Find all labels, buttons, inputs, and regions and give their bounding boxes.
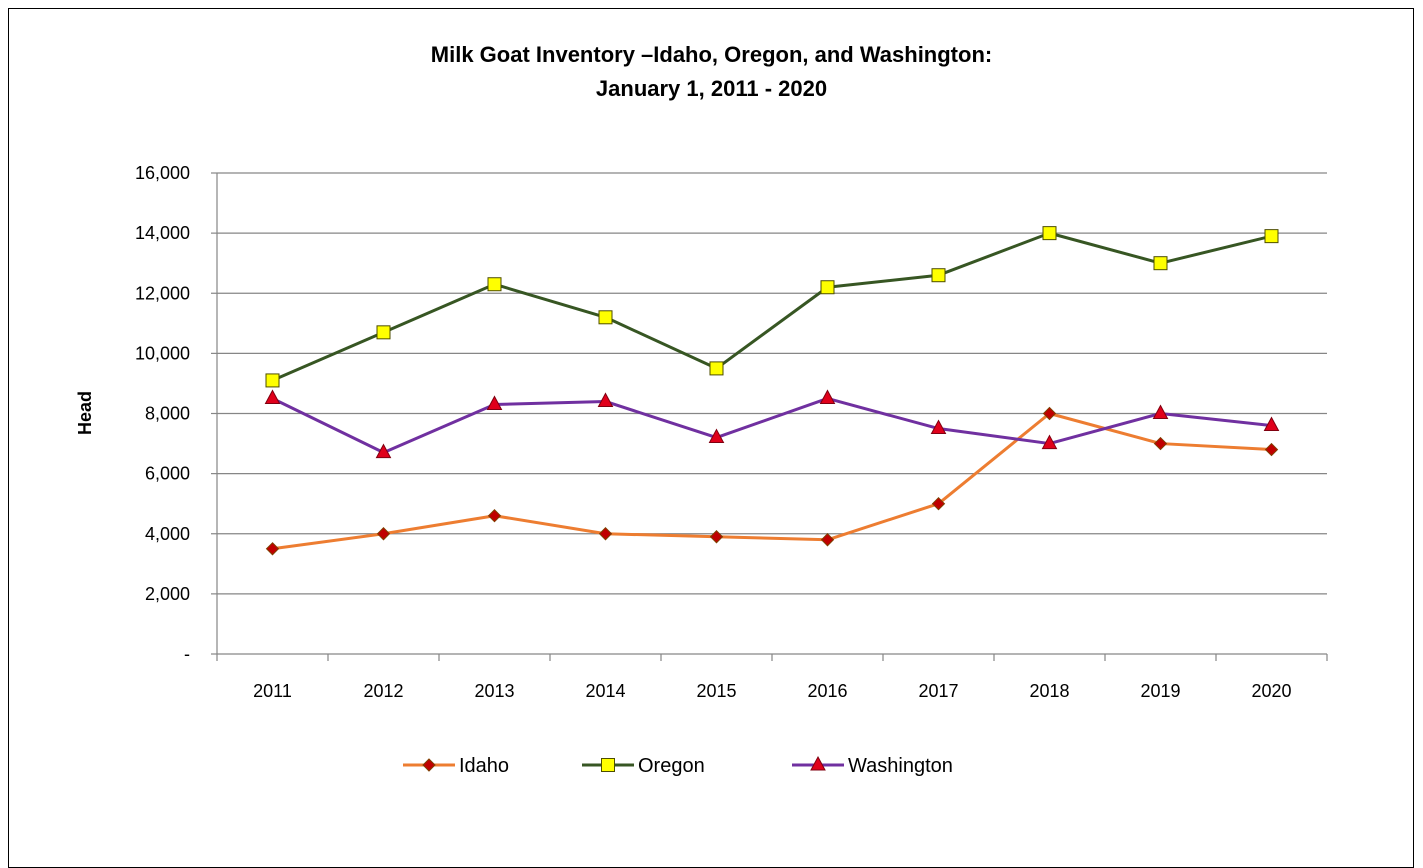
- chart-title: Milk Goat Inventory –Idaho, Oregon, and …: [0, 38, 1423, 106]
- series-markers: [264, 226, 1280, 556]
- y-axis-title: Head: [75, 391, 95, 435]
- data-point-washington: [486, 395, 503, 410]
- data-point-washington: [264, 389, 281, 404]
- y-tick-label: 16,000: [135, 163, 190, 183]
- data-point-idaho: [1264, 442, 1279, 457]
- line-chart: - 2,000 4,000 6,000 8,000 10,000 12,000 14,000 1…: [75, 163, 1328, 777]
- y-tick-label: 2,000: [145, 584, 190, 604]
- data-point-idaho: [820, 533, 835, 547]
- y-tick-label: 6,000: [145, 464, 190, 484]
- x-tick-label: 2016: [807, 681, 847, 701]
- y-tick-label: 12,000: [135, 283, 190, 303]
- data-point-idaho: [931, 496, 946, 511]
- legend: Idaho Oregon Washington: [403, 755, 953, 777]
- x-tick-label: 2012: [363, 681, 403, 701]
- x-tick-label: 2013: [474, 681, 514, 701]
- data-point-idaho: [1153, 436, 1168, 451]
- axes: [211, 172, 1328, 661]
- data-point-idaho: [487, 509, 502, 523]
- data-point-washington: [375, 443, 392, 459]
- chart-frame: [8, 8, 1414, 868]
- y-tick-label: 14,000: [135, 223, 190, 243]
- data-point-oregon: [265, 373, 280, 388]
- data-point-washington: [930, 419, 947, 435]
- x-tick-label: 2011: [253, 681, 292, 701]
- x-tick-label: 2020: [1251, 681, 1291, 701]
- data-point-washington: [708, 428, 725, 444]
- data-point-washington: [597, 392, 614, 407]
- data-point-idaho: [265, 542, 280, 556]
- legend-label-idaho: Idaho: [459, 755, 509, 777]
- y-tick-label: -: [184, 644, 190, 664]
- data-point-idaho: [598, 527, 613, 541]
- data-point-oregon: [376, 325, 391, 340]
- data-point-oregon: [1042, 226, 1057, 241]
- data-point-oregon: [1153, 256, 1168, 271]
- series-line-oregon: [271, 231, 1272, 382]
- data-point-oregon: [487, 277, 502, 292]
- x-tick-label: 2015: [696, 681, 736, 701]
- x-tick-label: 2017: [918, 681, 958, 701]
- legend-marker-oregon: [601, 758, 615, 772]
- x-tick-label: 2018: [1029, 681, 1069, 701]
- data-point-oregon: [598, 310, 613, 325]
- data-point-oregon: [931, 268, 946, 283]
- data-point-washington: [1263, 416, 1280, 432]
- y-tick-label: 4,000: [145, 524, 190, 544]
- gridlines: [217, 172, 1327, 595]
- chart-title-line-1: Milk Goat Inventory –Idaho, Oregon, and …: [430, 42, 993, 67]
- series-line-idaho: [272, 412, 1272, 551]
- x-tick-label: 2019: [1140, 681, 1180, 701]
- y-tick-label: 10,000: [135, 343, 190, 363]
- series-line-washington: [271, 396, 1272, 455]
- legend-marker-washington: [810, 755, 826, 771]
- data-point-idaho: [376, 527, 391, 541]
- data-point-washington: [1152, 404, 1169, 419]
- chart-subtitle: January 1, 2011 - 2020: [595, 76, 828, 101]
- legend-label-oregon: Oregon: [638, 755, 705, 777]
- y-tick-label: 8,000: [145, 404, 190, 424]
- x-tick-label: 2014: [585, 681, 625, 701]
- legend-label-washington: Washington: [848, 755, 953, 777]
- data-point-idaho: [709, 530, 724, 544]
- data-point-washington: [819, 389, 836, 404]
- tick-labels: - 2,000 4,000 6,000 8,000 10,000 12,000 14,000 1…: [135, 163, 1292, 701]
- series-lines: [271, 231, 1272, 551]
- data-point-idaho: [1042, 406, 1057, 421]
- data-point-oregon: [820, 280, 835, 295]
- legend-marker-idaho: [422, 758, 436, 772]
- data-point-washington: [1041, 434, 1058, 450]
- data-point-oregon: [1264, 229, 1279, 244]
- data-point-oregon: [709, 361, 724, 376]
